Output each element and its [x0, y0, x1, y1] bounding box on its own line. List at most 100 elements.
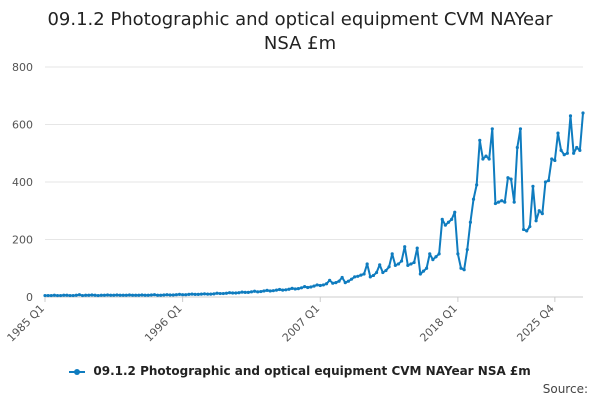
data-point — [550, 157, 554, 161]
data-point — [428, 252, 432, 256]
data-point — [459, 266, 463, 270]
data-point — [293, 287, 297, 291]
data-point — [246, 290, 250, 294]
data-point — [581, 111, 585, 115]
data-point — [99, 293, 103, 297]
data-point — [415, 246, 419, 250]
data-point — [259, 289, 263, 294]
data-point — [237, 291, 241, 295]
x-tick-label: 2025 Q4 — [514, 302, 557, 345]
data-point — [362, 272, 366, 276]
data-point — [518, 127, 523, 131]
data-point — [412, 260, 416, 265]
data-point — [343, 281, 347, 285]
data-point — [324, 282, 329, 286]
data-point — [525, 229, 529, 233]
data-point — [49, 293, 53, 298]
data-point — [349, 277, 354, 281]
data-point — [90, 293, 94, 297]
data-point — [312, 284, 316, 288]
data-point — [274, 288, 279, 292]
data-point — [52, 293, 56, 297]
data-point — [65, 293, 69, 297]
data-point — [500, 199, 504, 203]
data-point — [281, 288, 285, 292]
data-point — [368, 275, 372, 279]
data-point — [446, 220, 451, 224]
data-point — [399, 259, 404, 263]
data-point — [199, 292, 203, 296]
data-point — [165, 293, 169, 297]
data-point — [556, 131, 560, 135]
data-point — [227, 291, 232, 295]
data-point — [568, 114, 573, 118]
data-point — [528, 224, 532, 229]
data-point — [202, 292, 207, 296]
data-point — [159, 293, 163, 297]
data-point — [456, 252, 460, 256]
y-tick-label: 200 — [12, 234, 33, 247]
data-point — [334, 281, 338, 285]
data-point — [218, 291, 222, 296]
data-point — [127, 293, 132, 297]
data-point — [565, 151, 569, 155]
data-point — [546, 178, 551, 183]
data-point — [553, 158, 557, 163]
data-point — [224, 291, 229, 295]
data-point — [93, 293, 97, 297]
data-point — [299, 286, 304, 290]
chart-legend[interactable]: 09.1.2 Photographic and optical equipmen… — [0, 364, 600, 378]
data-point — [490, 127, 494, 131]
data-point — [62, 293, 66, 297]
data-point — [77, 293, 82, 297]
data-point — [174, 293, 178, 297]
data-point — [562, 153, 566, 157]
chart-title: 09.1.2 Photographic and optical equipmen… — [0, 8, 600, 56]
data-point — [450, 217, 454, 221]
data-point — [496, 200, 501, 204]
data-point — [143, 293, 147, 297]
x-tick-label: 2007 Q1 — [280, 302, 323, 345]
data-point — [578, 148, 582, 152]
data-point — [59, 293, 63, 298]
legend-series-label: 09.1.2 Photographic and optical equipmen… — [93, 364, 531, 378]
data-point — [234, 291, 238, 295]
y-tick-label: 0 — [26, 291, 33, 304]
data-point — [271, 289, 275, 293]
x-tick-label: 1985 Q1 — [5, 302, 48, 345]
data-point — [130, 293, 135, 297]
data-point — [137, 293, 141, 297]
data-point — [181, 293, 185, 297]
data-point — [575, 145, 579, 150]
series-line — [45, 112, 584, 297]
y-tick-label: 600 — [12, 119, 33, 132]
data-point — [121, 293, 125, 297]
data-point — [171, 293, 175, 297]
x-tick-label: 2018 Q1 — [417, 302, 460, 345]
data-point — [512, 200, 516, 204]
data-point — [105, 293, 110, 297]
data-point — [146, 293, 150, 297]
data-point — [318, 283, 322, 288]
data-point — [262, 289, 266, 293]
data-point — [277, 287, 282, 292]
data-point — [328, 278, 332, 282]
y-tick-label: 400 — [12, 176, 33, 189]
data-point — [284, 288, 288, 292]
chart-title-line-1: 09.1.2 Photographic and optical equipmen… — [47, 9, 553, 30]
data-point — [409, 262, 413, 266]
data-point — [540, 212, 544, 216]
data-point — [453, 210, 457, 214]
data-point — [321, 283, 325, 287]
data-point — [475, 183, 479, 187]
data-point — [393, 263, 397, 267]
data-point — [384, 268, 388, 273]
data-point — [406, 263, 410, 267]
data-point — [168, 293, 172, 297]
data-point — [337, 279, 341, 283]
data-point — [371, 273, 376, 278]
data-point — [306, 285, 310, 290]
data-point — [184, 293, 188, 297]
data-point — [559, 148, 563, 152]
data-point — [531, 184, 535, 188]
